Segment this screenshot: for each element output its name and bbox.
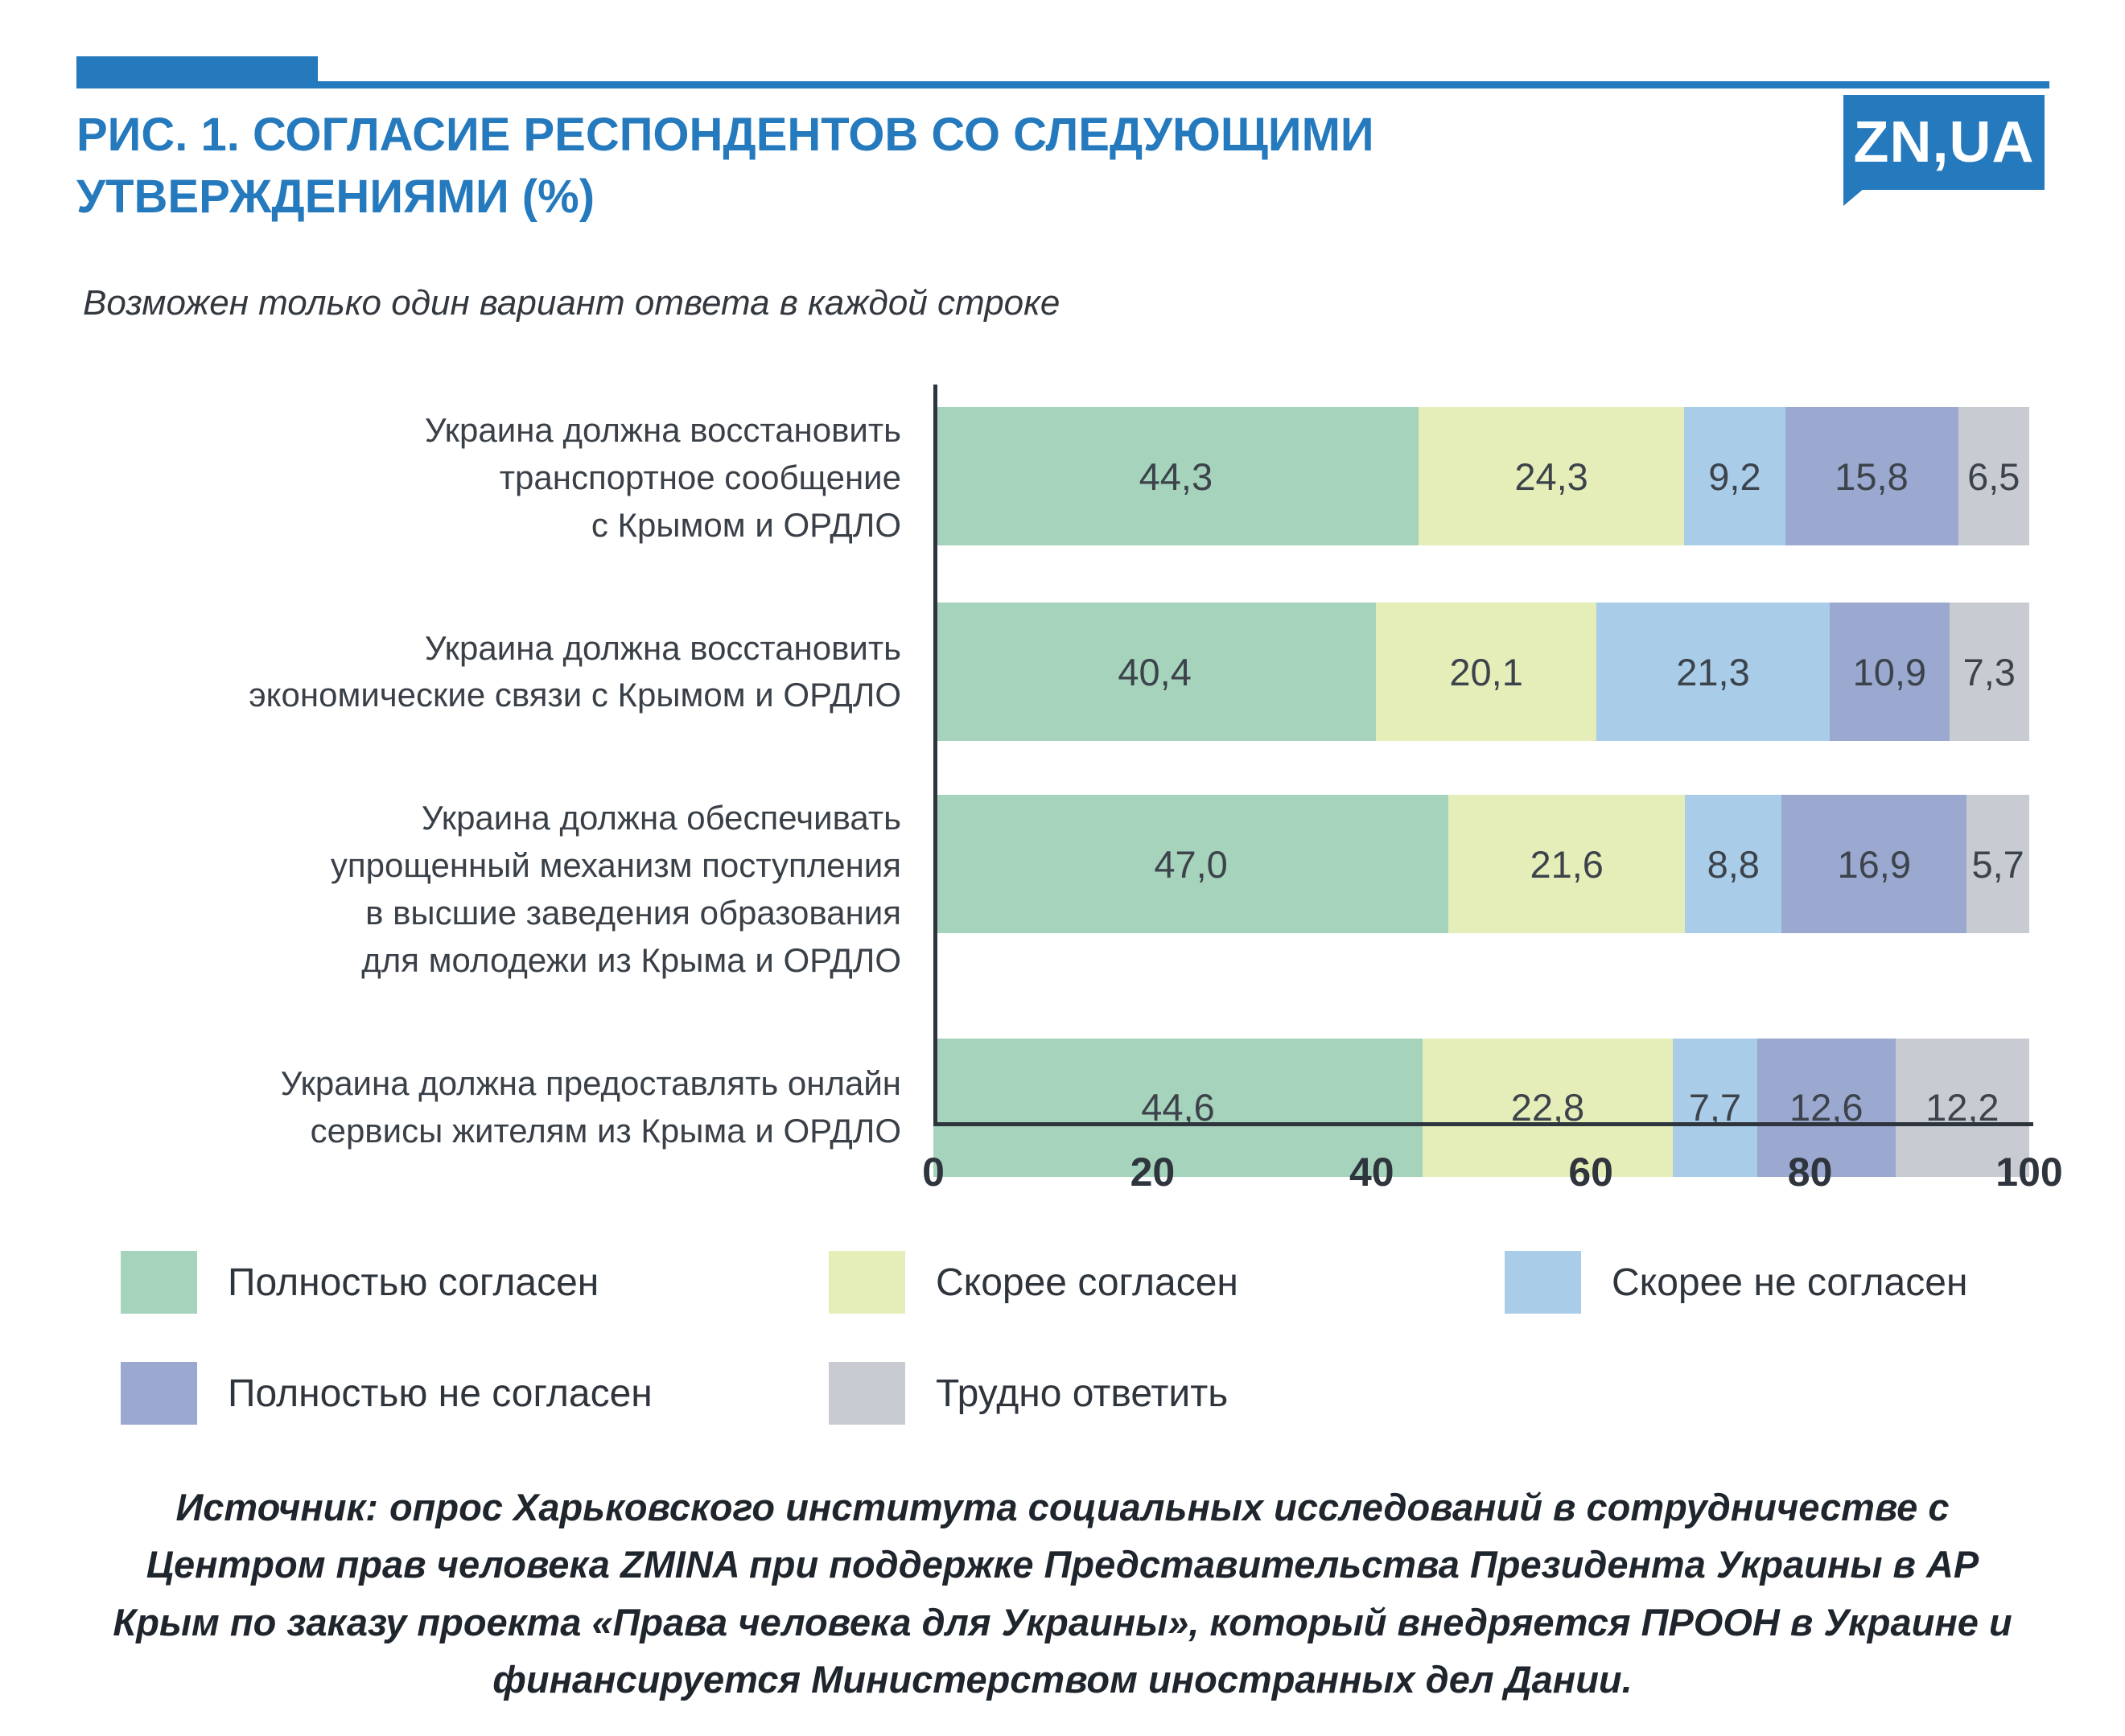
category-label: Украина должна восстановить транспортное…: [424, 411, 901, 544]
legend-label: Трудно ответить: [936, 1372, 1229, 1415]
stacked-bar-chart: Украина должна восстановить транспортное…: [76, 385, 2063, 1199]
legend-swatch: [121, 1362, 197, 1425]
legend-item: Полностью согласен: [121, 1251, 829, 1314]
bar-value-label: 15,8: [1835, 455, 1909, 498]
source-text: опрос Харьковского института социальных …: [113, 1486, 2012, 1701]
legend-label: Скорее согласен: [936, 1261, 1238, 1304]
legend-item: Скорее не согласен: [1505, 1251, 2036, 1314]
bar-value-label: 44,3: [1139, 455, 1213, 498]
x-axis-ticks: 0 20 40 60 80 100: [922, 1126, 2063, 1199]
bar-segment: 40,4: [933, 603, 1377, 742]
legend-swatch: [829, 1251, 905, 1314]
category-label: Украина должна восстановить экономически…: [249, 628, 901, 714]
x-tick-label: 0: [922, 1150, 945, 1195]
bar-value-label: 6,5: [1967, 455, 2020, 498]
bar-value-label: 16,9: [1837, 842, 1911, 886]
bar-value-label: 44,6: [1141, 1086, 1215, 1129]
bar-segment: 44,3: [933, 407, 1419, 545]
bar-value-label: 20,1: [1449, 650, 1523, 693]
bar-value-label: 5,7: [1971, 842, 2024, 886]
bar-track: 44,3 24,3 9,2 15,8 6,5: [933, 407, 2029, 545]
bar-segment: 21,3: [1596, 603, 1831, 742]
bar-segment: 7,3: [1949, 603, 2029, 742]
top-accent-bar: [76, 56, 2049, 88]
bar-value-label: 10,9: [1852, 650, 1927, 693]
x-tick-label: 40: [1349, 1150, 1394, 1195]
bar-value-label: 7,7: [1688, 1086, 1742, 1129]
accent-block: [76, 56, 318, 88]
legend-label: Скорее не согласен: [1612, 1261, 1968, 1304]
bar-segment: 15,8: [1785, 407, 1958, 545]
legend-item: Скорее согласен: [829, 1251, 1505, 1314]
legend: Полностью согласен Скорее согласен Скорее …: [121, 1251, 2036, 1425]
bar-segment: 8,8: [1685, 795, 1782, 934]
category-label: Украина должна предоставлять онлайн серв…: [280, 1063, 901, 1150]
legend-swatch: [1505, 1251, 1581, 1314]
bar-segment: 10,9: [1830, 603, 1950, 742]
bar-segment: 22,8: [1423, 1038, 1673, 1177]
bar-segment: 12,6: [1756, 1038, 1896, 1177]
x-tick-label: 100: [1995, 1150, 2063, 1195]
legend-label: Полностью согласен: [228, 1261, 599, 1304]
bar-value-label: 8,8: [1707, 842, 1760, 886]
accent-line: [76, 81, 2049, 88]
bar-value-label: 21,6: [1530, 842, 1604, 886]
bar-segment: 9,2: [1684, 407, 1785, 545]
page-title: РИС. 1. СОГЛАСИЕ РЕСПОНДЕНТОВ СО СЛЕДУЮЩ…: [76, 109, 1374, 223]
y-axis-line: [933, 385, 937, 1126]
bar-segment: 44,6: [933, 1038, 1423, 1177]
legend-label: Полностью не согласен: [228, 1372, 653, 1415]
x-tick-label: 20: [1130, 1150, 1176, 1195]
bar-segment: 5,7: [1966, 795, 2029, 934]
chart-rows: Украина должна восстановить транспортное…: [76, 385, 2033, 1177]
chart-row: Украина должна обеспечивать упрощенный м…: [76, 795, 2033, 984]
bar-value-label: 12,2: [1925, 1086, 1999, 1129]
bar-segment: 16,9: [1781, 795, 1967, 934]
bar-segment: 24,3: [1418, 407, 1685, 545]
bar-value-label: 12,6: [1789, 1086, 1863, 1129]
chart-row: Украина должна восстановить экономически…: [76, 603, 2033, 742]
legend-swatch: [829, 1362, 905, 1425]
bar-segment: 20,1: [1376, 603, 1596, 742]
znua-logo: ZN,UA: [1843, 95, 2045, 206]
bar-value-label: 21,3: [1676, 650, 1750, 693]
bar-value-label: 47,0: [1154, 842, 1228, 886]
bar-value-label: 7,3: [1962, 650, 2016, 693]
x-tick-label: 60: [1568, 1150, 1613, 1195]
bar-track: 47,0 21,6 8,8 16,9 5,7: [933, 795, 2029, 934]
bar-segment: 21,6: [1448, 795, 1686, 934]
chart-row: Украина должна восстановить транспортное…: [76, 407, 2033, 549]
legend-swatch: [121, 1251, 197, 1314]
bar-value-label: 22,8: [1510, 1086, 1585, 1129]
bar-value-label: 24,3: [1514, 455, 1588, 498]
x-axis-line: [933, 1122, 2033, 1126]
legend-item: Трудно ответить: [829, 1362, 1505, 1425]
page-subtitle: Возможен только один вариант ответа в ка…: [83, 283, 1060, 323]
bar-segment: 7,7: [1672, 1038, 1757, 1177]
bar-segment: 6,5: [1958, 407, 2029, 545]
chart-row: Украина должна предоставлять онлайн серв…: [76, 1038, 2033, 1177]
source-note: Источник: опрос Харьковского института со…: [0, 1479, 2125, 1709]
bar-value-label: 40,4: [1118, 650, 1192, 693]
bar-segment: 12,2: [1895, 1038, 2029, 1177]
legend-item: Полностью не согласен: [121, 1362, 829, 1425]
source-label: Источник:: [175, 1486, 378, 1528]
x-tick-label: 80: [1787, 1150, 1833, 1195]
bar-track: 44,6 22,8 7,7 12,6 12,2: [933, 1038, 2029, 1177]
bar-track: 40,4 20,1 21,3 10,9 7,3: [933, 603, 2029, 742]
category-label: Украина должна обеспечивать упрощенный м…: [330, 799, 901, 979]
bar-value-label: 9,2: [1708, 455, 1761, 498]
bar-segment: 47,0: [933, 795, 1449, 934]
